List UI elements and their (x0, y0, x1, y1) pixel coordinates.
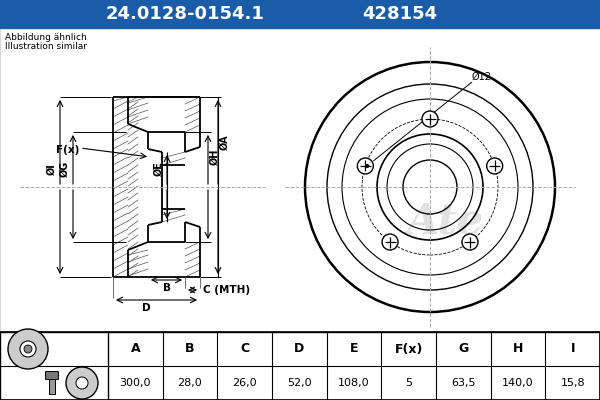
Text: ØH: ØH (210, 149, 220, 165)
Text: 63,5: 63,5 (451, 378, 476, 388)
Text: 108,0: 108,0 (338, 378, 370, 388)
Bar (0, 332, 600, 400)
Text: F(x): F(x) (394, 342, 423, 356)
Circle shape (462, 234, 478, 250)
Circle shape (24, 345, 32, 353)
Bar (49, 378, 55, 394)
Text: 300,0: 300,0 (119, 378, 151, 388)
Text: ØE: ØE (154, 162, 164, 176)
Bar (0, 0, 600, 28)
Text: H: H (513, 342, 523, 356)
Text: B: B (185, 342, 195, 356)
Text: F(x): F(x) (56, 145, 79, 155)
Text: 28,0: 28,0 (178, 378, 202, 388)
Text: D: D (294, 342, 304, 356)
Text: 52,0: 52,0 (287, 378, 311, 388)
Text: Ate: Ate (406, 201, 484, 243)
Text: ØG: ØG (60, 161, 70, 177)
Text: 24.0128-0154.1: 24.0128-0154.1 (106, 5, 265, 23)
Text: I: I (571, 342, 575, 356)
Text: B: B (163, 283, 170, 293)
Text: Illustration similar: Illustration similar (5, 42, 87, 51)
Text: Ø12: Ø12 (472, 72, 492, 82)
Text: Abbildung ähnlich: Abbildung ähnlich (5, 33, 87, 42)
Text: C: C (240, 342, 249, 356)
Text: 26,0: 26,0 (232, 378, 257, 388)
FancyBboxPatch shape (46, 372, 59, 380)
Circle shape (8, 329, 48, 369)
Text: A: A (131, 342, 140, 356)
Circle shape (382, 234, 398, 250)
Text: E: E (350, 342, 358, 356)
Circle shape (20, 341, 36, 357)
Circle shape (422, 111, 438, 127)
Bar (0, 28, 600, 332)
Text: C (MTH): C (MTH) (203, 285, 250, 295)
Text: D: D (142, 303, 151, 313)
Text: 15,8: 15,8 (560, 378, 585, 388)
Text: G: G (458, 342, 469, 356)
Circle shape (76, 377, 88, 389)
Text: 5: 5 (405, 378, 412, 388)
Circle shape (66, 367, 98, 399)
Text: ØI: ØI (47, 163, 57, 175)
Circle shape (358, 158, 373, 174)
Text: 140,0: 140,0 (502, 378, 534, 388)
Text: 428154: 428154 (362, 5, 437, 23)
Circle shape (365, 164, 370, 168)
Circle shape (487, 158, 503, 174)
Text: ØA: ØA (220, 134, 230, 150)
